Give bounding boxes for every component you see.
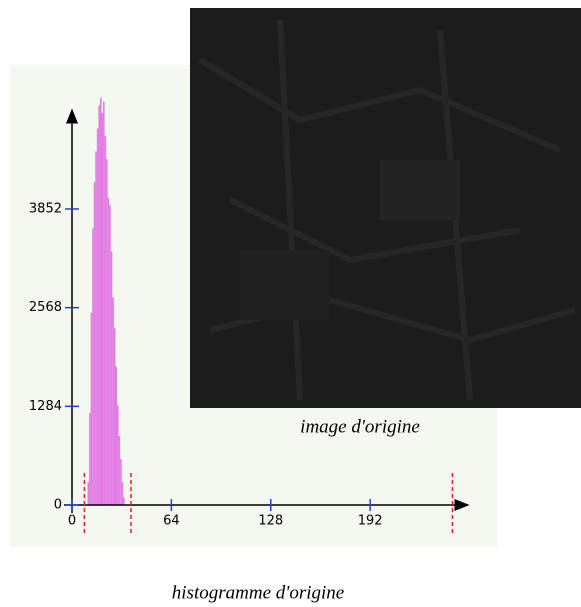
- y-tick-label: 3852: [29, 201, 62, 216]
- histogram-bar: [103, 102, 105, 505]
- histogram-bar: [117, 405, 119, 505]
- histogram-bar: [92, 228, 94, 505]
- page: {"chart_data": {"type": "histogram", "ti…: [0, 0, 581, 607]
- histogram-bar: [106, 159, 108, 505]
- histogram-bar: [98, 105, 100, 505]
- y-tick-label: 1284: [29, 399, 62, 414]
- histogram-bar: [105, 136, 107, 505]
- histogram-bar: [123, 497, 125, 505]
- histogram-bar: [89, 413, 91, 505]
- histogram-bar: [119, 436, 121, 505]
- histogram-bar: [115, 367, 117, 505]
- histogram-bar: [100, 98, 102, 505]
- x-tick-label: 64: [163, 514, 180, 529]
- x-tick-label: 0: [68, 514, 76, 529]
- histogram-bar: [114, 328, 116, 505]
- histogram-bar: [91, 313, 93, 505]
- histogram-bar: [111, 251, 113, 505]
- y-tick-label: 2568: [29, 300, 62, 315]
- chart-title: histogramme d'origine: [172, 582, 344, 603]
- histogram-bar: [88, 482, 90, 505]
- original-image: [190, 8, 581, 408]
- x-tick-label: 192: [358, 514, 383, 529]
- x-tick-label: 128: [258, 514, 283, 529]
- histogram-bar: [112, 298, 114, 505]
- histogram-bar: [95, 151, 97, 505]
- histogram-bar: [120, 459, 122, 505]
- y-tick-label: 0: [54, 498, 62, 513]
- image-caption: image d'origine: [300, 416, 420, 437]
- chart: 0 1284 2568 3852 0 64 128 192 image d'origine h…: [0, 0, 581, 607]
- histogram-bar: [94, 182, 96, 505]
- histogram-bar: [108, 198, 110, 505]
- histogram-bar: [97, 128, 99, 505]
- histogram-bar: [122, 482, 124, 505]
- histogram-bar: [109, 205, 111, 505]
- histogram-bar: [102, 113, 104, 505]
